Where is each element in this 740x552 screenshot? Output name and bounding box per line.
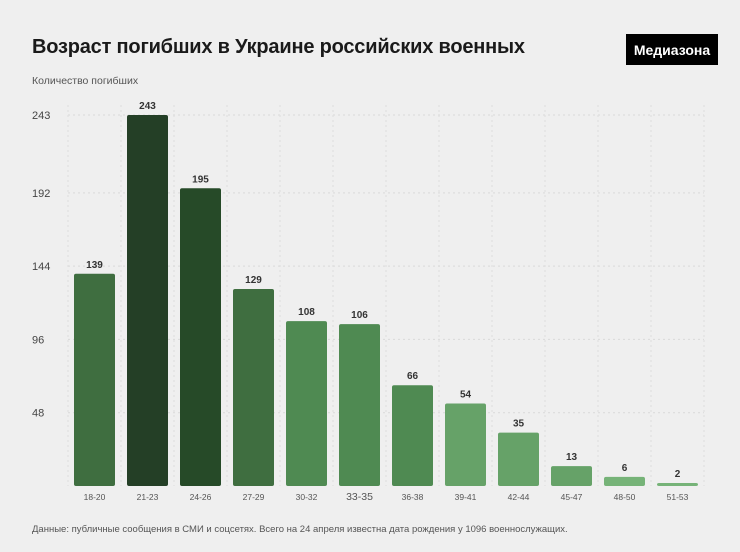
bar-51-53: [657, 482, 698, 486]
source-note: Данные: публичные сообщения в СМИ и соцс…: [32, 524, 568, 535]
value-label-30-32: 108: [298, 307, 315, 318]
bar-18-20: [74, 273, 115, 486]
chart-title: Возраст погибших в Украине российских во…: [32, 36, 525, 58]
value-label-24-26: 195: [192, 174, 209, 185]
bar-48-50: [604, 476, 645, 486]
value-label-51-53: 2: [675, 469, 681, 480]
value-label-39-41: 54: [460, 390, 472, 401]
x-tick-label-51-53: 51-53: [667, 492, 689, 502]
value-label-33-35: 106: [351, 310, 368, 321]
bar-30-32: [286, 321, 327, 486]
value-label-48-50: 6: [622, 463, 628, 474]
value-label-18-20: 139: [86, 260, 103, 271]
y-axis-label: Количество погибших: [32, 75, 139, 87]
value-label-21-23: 243: [139, 101, 156, 112]
bar-42-44: [498, 432, 539, 486]
x-tick-label-48-50: 48-50: [614, 492, 636, 502]
bar-33-35: [339, 324, 380, 486]
bar-21-23: [127, 115, 168, 486]
x-tick-label-18-20: 18-20: [84, 492, 106, 502]
x-tick-label-39-41: 39-41: [455, 492, 477, 502]
x-tick-label-36-38: 36-38: [402, 492, 424, 502]
y-tick-label: 243: [32, 110, 50, 122]
y-tick-label: 144: [32, 261, 50, 273]
x-tick-label-21-23: 21-23: [137, 492, 159, 502]
mediazona-logo[interactable]: Медиазона: [626, 34, 718, 65]
bar-24-26: [180, 188, 221, 487]
x-tick-label-30-32: 30-32: [296, 492, 318, 502]
y-tick-label: 48: [32, 408, 44, 420]
bar-39-41: [445, 403, 486, 486]
value-label-45-47: 13: [566, 452, 578, 463]
value-label-42-44: 35: [513, 419, 525, 430]
x-tick-label-42-44: 42-44: [508, 492, 530, 502]
bar-27-29: [233, 289, 274, 486]
value-label-27-29: 129: [245, 275, 262, 286]
x-tick-label-27-29: 27-29: [243, 492, 265, 502]
y-tick-label: 96: [32, 334, 44, 346]
x-tick-label-33-35: 33-35: [346, 491, 373, 503]
y-tick-label: 192: [32, 188, 50, 200]
value-label-36-38: 66: [407, 371, 419, 382]
x-tick-label-45-47: 45-47: [561, 492, 583, 502]
bar-36-38: [392, 385, 433, 486]
x-tick-label-24-26: 24-26: [190, 492, 212, 502]
bar-45-47: [551, 466, 592, 486]
